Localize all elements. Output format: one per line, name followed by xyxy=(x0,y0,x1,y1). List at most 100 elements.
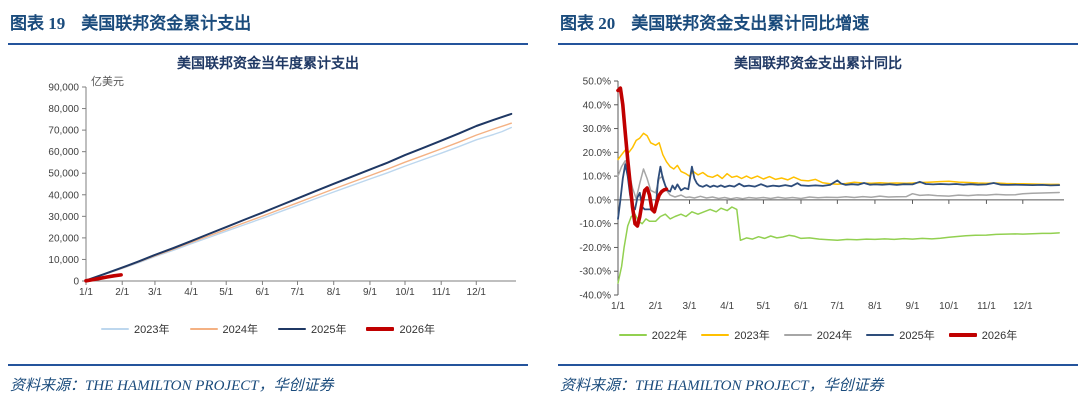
x-tick-label: 6/1 xyxy=(255,287,269,298)
legend-swatch xyxy=(101,328,130,330)
y-tick-label: 50,000 xyxy=(48,169,79,180)
series-line-2024年 xyxy=(617,159,1060,200)
x-tick-label: 11/1 xyxy=(432,287,451,298)
x-tick-label: 3/1 xyxy=(148,287,162,298)
y-tick-label: 50.0% xyxy=(583,77,611,88)
x-tick-label: 2/1 xyxy=(115,287,129,298)
x-tick-label: 5/1 xyxy=(219,287,233,298)
y-tick-label: 20,000 xyxy=(48,233,79,244)
legend-item: 2025年 xyxy=(866,327,935,343)
legend-swatch xyxy=(783,334,812,336)
x-tick-label: 4/1 xyxy=(184,287,198,298)
y-tick-label: 10.0% xyxy=(583,172,611,183)
figure-label: 图表 19 xyxy=(10,14,66,33)
x-tick-label: 12/1 xyxy=(1013,301,1033,312)
x-tick-label: 8/1 xyxy=(868,301,882,312)
x-tick-label: 11/1 xyxy=(977,301,996,312)
chart-19-legend: 2023年 2024年 2025年 2026年 xyxy=(8,321,528,337)
legend-item: 2023年 xyxy=(701,327,770,343)
chart-19-wrap: 美国联邦资金当年度累计支出 0 10,000 20,000 30,000 40,000 5… xyxy=(8,45,528,337)
chart-20-legend: 2022年 2023年 2024年 2025年 2026年 xyxy=(558,327,1078,343)
footer-rule xyxy=(8,364,528,366)
chart-20-wrap: 美国联邦资金支出累计同比 50.0% 40.0% 30.0% 20.0% 10.0% 0.… xyxy=(558,45,1078,343)
series-line-2026年 xyxy=(616,86,669,228)
x-tick-label: 10/1 xyxy=(395,287,415,298)
legend-swatch xyxy=(189,328,218,330)
y-tick-label: -30.0% xyxy=(579,267,611,278)
y-tick-label: 40,000 xyxy=(48,190,79,201)
x-tick-label: 5/1 xyxy=(756,301,770,312)
legend-label: 2023年 xyxy=(734,330,770,342)
x-tick-label: 1/1 xyxy=(611,301,625,312)
x-tick-label: 9/1 xyxy=(906,301,920,312)
legend-label: 2025年 xyxy=(899,330,935,342)
legend-label: 2026年 xyxy=(981,330,1018,342)
x-tick-label: 8/1 xyxy=(327,287,341,298)
figure-title: 美国联邦资金累计支出 xyxy=(81,14,252,33)
x-tick-label: 3/1 xyxy=(683,301,697,312)
series-line-2023年 xyxy=(85,126,512,282)
x-tick-label: 1/1 xyxy=(79,287,93,298)
y-tick-label: -40.0% xyxy=(579,291,611,302)
x-tick-label: 4/1 xyxy=(720,301,734,312)
legend-label: 2025年 xyxy=(311,324,347,336)
y-tick-label: 30.0% xyxy=(583,124,611,135)
x-tick-label: 12/1 xyxy=(467,287,487,298)
series-line-2025年 xyxy=(85,112,513,282)
legend-label: 2022年 xyxy=(651,330,688,342)
x-tick-label: 2/1 xyxy=(649,301,663,312)
legend-label: 2024年 xyxy=(222,324,258,336)
legend-item: 2023年 xyxy=(101,321,170,337)
legend-item: 2026年 xyxy=(366,321,435,337)
legend-swatch xyxy=(701,334,730,336)
legend-item: 2026年 xyxy=(948,327,1018,343)
series-line-2026年 xyxy=(84,273,123,283)
y-unit-label: 亿美元 xyxy=(91,75,124,88)
y-tick-label: 80,000 xyxy=(48,104,79,115)
panel-figure-19: 图表 19 美国联邦资金累计支出 美国联邦资金当年度累计支出 0 10,000 20,… xyxy=(8,6,528,395)
y-tick-label: 70,000 xyxy=(48,126,79,137)
x-tick-label: 7/1 xyxy=(291,287,305,298)
legend-item: 2024年 xyxy=(783,327,853,343)
y-tick-label: -20.0% xyxy=(579,243,611,254)
header-rule xyxy=(558,43,1078,45)
header-rule xyxy=(8,43,528,45)
x-tick-label: 10/1 xyxy=(939,301,959,312)
x-tick-label: 9/1 xyxy=(363,287,377,298)
chart-19-canvas: 0 10,000 20,000 30,000 40,000 50,000 60,000 70,… xyxy=(48,75,516,298)
panel-figure-20: 图表 20 美国联邦资金支出累计同比增速 美国联邦资金支出累计同比 50.0% 40… xyxy=(558,6,1078,395)
series-line-2025年 xyxy=(617,163,1061,220)
y-tick-label: 90,000 xyxy=(48,83,79,94)
legend-swatch xyxy=(866,334,895,336)
figure-label: 图表 20 xyxy=(560,14,616,33)
y-tick-label: 60,000 xyxy=(48,147,79,158)
legend-swatch xyxy=(366,327,395,331)
source-note: 资料来源：THE HAMILTON PROJECT，华创证券 xyxy=(10,378,334,394)
series-line-2022年 xyxy=(617,206,1060,284)
figure-title: 美国联邦资金支出累计同比增速 xyxy=(631,14,870,33)
chart-19-title: 美国联邦资金当年度累计支出 xyxy=(177,55,359,71)
series-line-2023年 xyxy=(617,132,1060,186)
y-tick-label: 30,000 xyxy=(48,212,79,223)
legend-item: 2022年 xyxy=(618,327,688,343)
chart-20-title: 美国联邦资金支出累计同比 xyxy=(734,55,902,71)
legend-swatch xyxy=(618,334,647,336)
figure-19-header: 图表 19 美国联邦资金累计支出 xyxy=(8,6,528,43)
x-tick-label: 6/1 xyxy=(794,301,808,312)
figure-20-header: 图表 20 美国联邦资金支出累计同比增速 xyxy=(558,6,1078,43)
legend-swatch xyxy=(948,333,977,337)
legend-label: 2024年 xyxy=(816,330,853,342)
y-tick-label: 20.0% xyxy=(583,148,611,159)
legend-label: 2023年 xyxy=(134,324,170,336)
x-tick-label: 7/1 xyxy=(830,301,844,312)
legend-item: 2025年 xyxy=(278,321,346,337)
y-tick-label: 0 xyxy=(73,277,79,288)
y-tick-label: 40.0% xyxy=(583,100,611,111)
legend-label: 2026年 xyxy=(399,324,435,336)
y-tick-label: -10.0% xyxy=(579,219,611,230)
chart-20-canvas: 50.0% 40.0% 30.0% 20.0% 10.0% 0.0% -10.0% -20.0… xyxy=(579,77,1064,312)
footer-rule xyxy=(558,364,1078,366)
source-note: 资料来源：THE HAMILTON PROJECT，华创证券 xyxy=(560,378,884,394)
legend-item: 2024年 xyxy=(189,321,258,337)
